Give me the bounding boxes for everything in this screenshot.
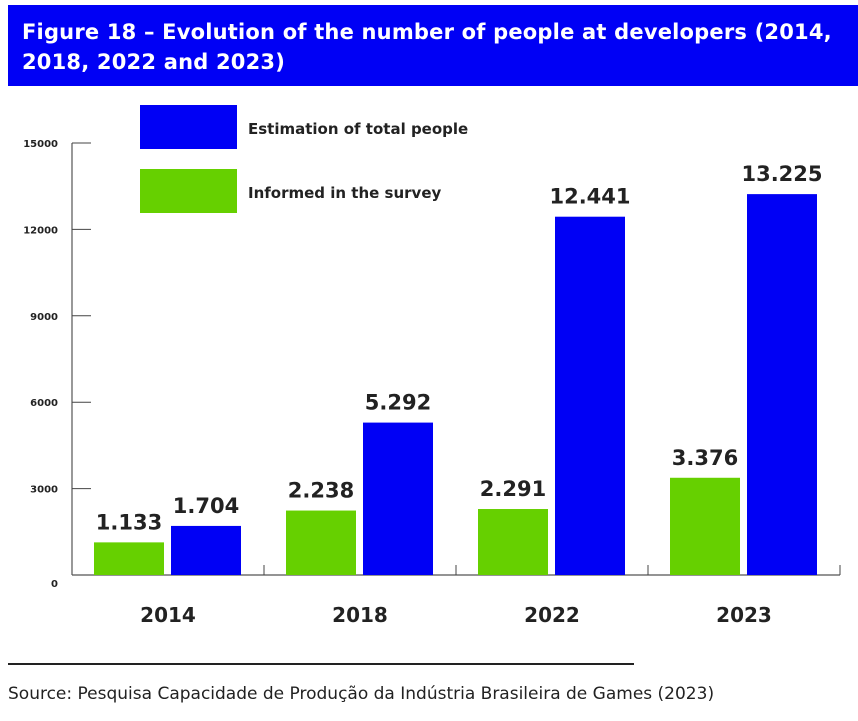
data-label-estimation-2018: 5.292: [365, 391, 431, 415]
data-label-estimation-2022: 12.441: [549, 185, 630, 209]
data-label-informed-2023: 3.376: [672, 446, 738, 470]
data-label-informed-2014: 1.133: [96, 510, 162, 534]
legend-swatch-informed: [140, 169, 237, 213]
data-label-estimation-2023: 13.225: [741, 162, 822, 186]
data-label-informed-2018: 2.238: [288, 479, 354, 503]
y-tick-label: 12000: [23, 225, 58, 236]
legend-swatch-estimation: [140, 105, 237, 149]
y-tick-label: 3000: [30, 485, 58, 496]
figure-title: Figure 18 – Evolution of the number of p…: [22, 20, 832, 74]
source-note: Source: Pesquisa Capacidade de Produção …: [8, 684, 715, 704]
y-tick-label: 15000: [23, 139, 58, 150]
y-tick-label: 9000: [30, 312, 58, 323]
bar-estimation-2014: [171, 525, 241, 575]
x-tick-label-2022: 2022: [524, 603, 580, 627]
data-label-estimation-2014: 1.704: [173, 494, 239, 518]
bar-chart: 0 3000 6000 9000 12000 15000 1.133 1.704 2014 2.2…: [23, 105, 841, 627]
x-tick-label-2018: 2018: [332, 603, 388, 627]
bar-informed-2018: [286, 510, 356, 575]
x-tick-label-2014: 2014: [140, 603, 196, 627]
figure-title-bar: Figure 18 – Evolution of the number of p…: [8, 5, 858, 86]
bar-estimation-2023: [747, 194, 817, 575]
y-tick-label: 0: [51, 579, 58, 590]
x-tick-label-2023: 2023: [716, 603, 772, 627]
bar-estimation-2018: [363, 422, 433, 575]
bar-estimation-2022: [555, 216, 625, 575]
legend-label-informed: Informed in the survey: [248, 184, 441, 202]
source-divider: [8, 663, 634, 665]
bar-informed-2014: [94, 542, 164, 575]
legend-label-estimation: Estimation of total people: [248, 120, 468, 138]
y-tick-label: 6000: [30, 398, 58, 409]
bar-informed-2023: [670, 477, 740, 575]
data-label-informed-2022: 2.291: [480, 477, 546, 501]
bar-informed-2022: [478, 509, 548, 575]
